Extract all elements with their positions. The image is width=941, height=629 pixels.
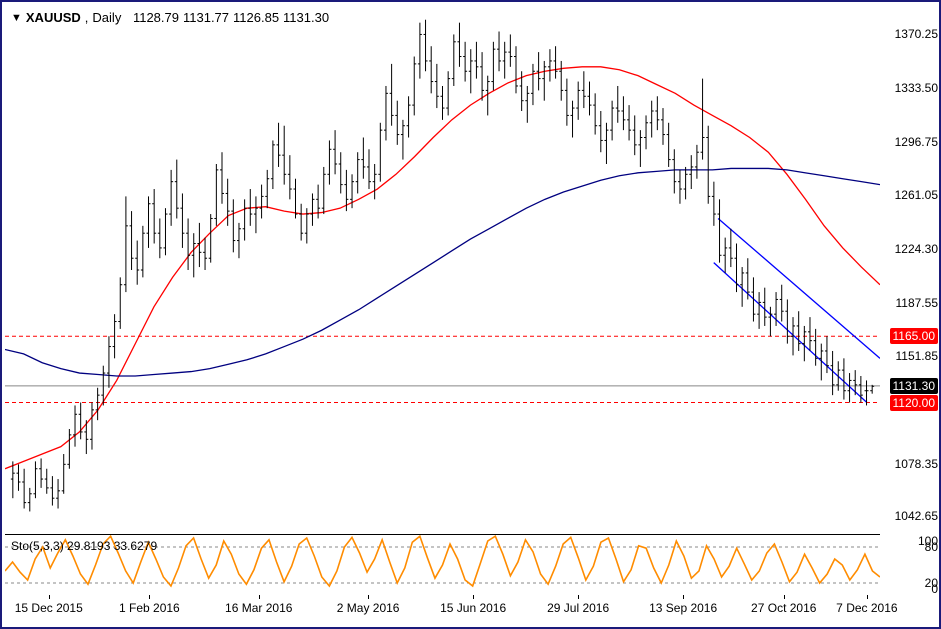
y-tick-label: 1151.85	[896, 349, 939, 363]
x-tick-label: 2 May 2016	[337, 601, 400, 615]
price-level-box: 1165.00	[890, 328, 939, 344]
x-tick-label: 15 Jun 2016	[440, 601, 506, 615]
y-tick-label: 1261.05	[895, 188, 938, 202]
ohlc-close: 1131.30	[283, 10, 329, 25]
dropdown-icon[interactable]: ▼	[11, 12, 22, 24]
timeframe-label: Daily	[92, 10, 121, 25]
indicator-y-tick: 80	[925, 540, 938, 554]
price-level-box: 1120.00	[890, 395, 939, 411]
chart-header: ▼ XAUUSD,Daily 1128.79 1131.77 1126.85 1…	[11, 10, 329, 25]
indicator-y-tick: 0	[931, 582, 938, 596]
x-tick-label: 16 Mar 2016	[225, 601, 292, 615]
y-tick-label: 1296.75	[895, 135, 938, 149]
price-level-box: 1131.30	[890, 378, 939, 394]
x-tick-label: 27 Oct 2016	[751, 601, 816, 615]
indicator-title: Sto(5,3,3) 29.8193 33.6279	[11, 539, 157, 553]
x-tick-label: 15 Dec 2015	[15, 601, 83, 615]
y-tick-label: 1042.65	[895, 509, 938, 523]
x-tick-label: 7 Dec 2016	[836, 601, 897, 615]
ohlc-low: 1126.85	[233, 10, 279, 25]
chart-container: ▼ XAUUSD,Daily 1128.79 1131.77 1126.85 1…	[5, 5, 936, 624]
y-tick-label: 1187.55	[896, 296, 939, 310]
y-tick-label: 1333.50	[895, 81, 938, 95]
stochastic-panel[interactable]: Sto(5,3,3) 29.8193 33.6279	[5, 535, 880, 595]
price-panel[interactable]	[5, 5, 880, 535]
y-tick-label: 1078.35	[895, 457, 938, 471]
symbol-label: XAUUSD	[26, 10, 81, 25]
x-tick-label: 1 Feb 2016	[119, 601, 180, 615]
x-axis-dates: 15 Dec 2015 1 Feb 2016 16 Mar 2016 2 May 20…	[5, 595, 880, 625]
y-tick-label: 1224.30	[895, 242, 938, 256]
y-axis-price: 1370.25 1333.50 1296.75 1261.05 1224.30 1187.…	[880, 5, 940, 535]
x-tick-label: 13 Sep 2016	[649, 601, 717, 615]
y-tick-label: 1370.25	[895, 27, 938, 41]
y-axis-indicator: 10080200	[880, 535, 940, 595]
ohlc-open: 1128.79	[133, 10, 179, 25]
x-tick-label: 29 Jul 2016	[547, 601, 609, 615]
ohlc-high: 1131.77	[183, 10, 229, 25]
